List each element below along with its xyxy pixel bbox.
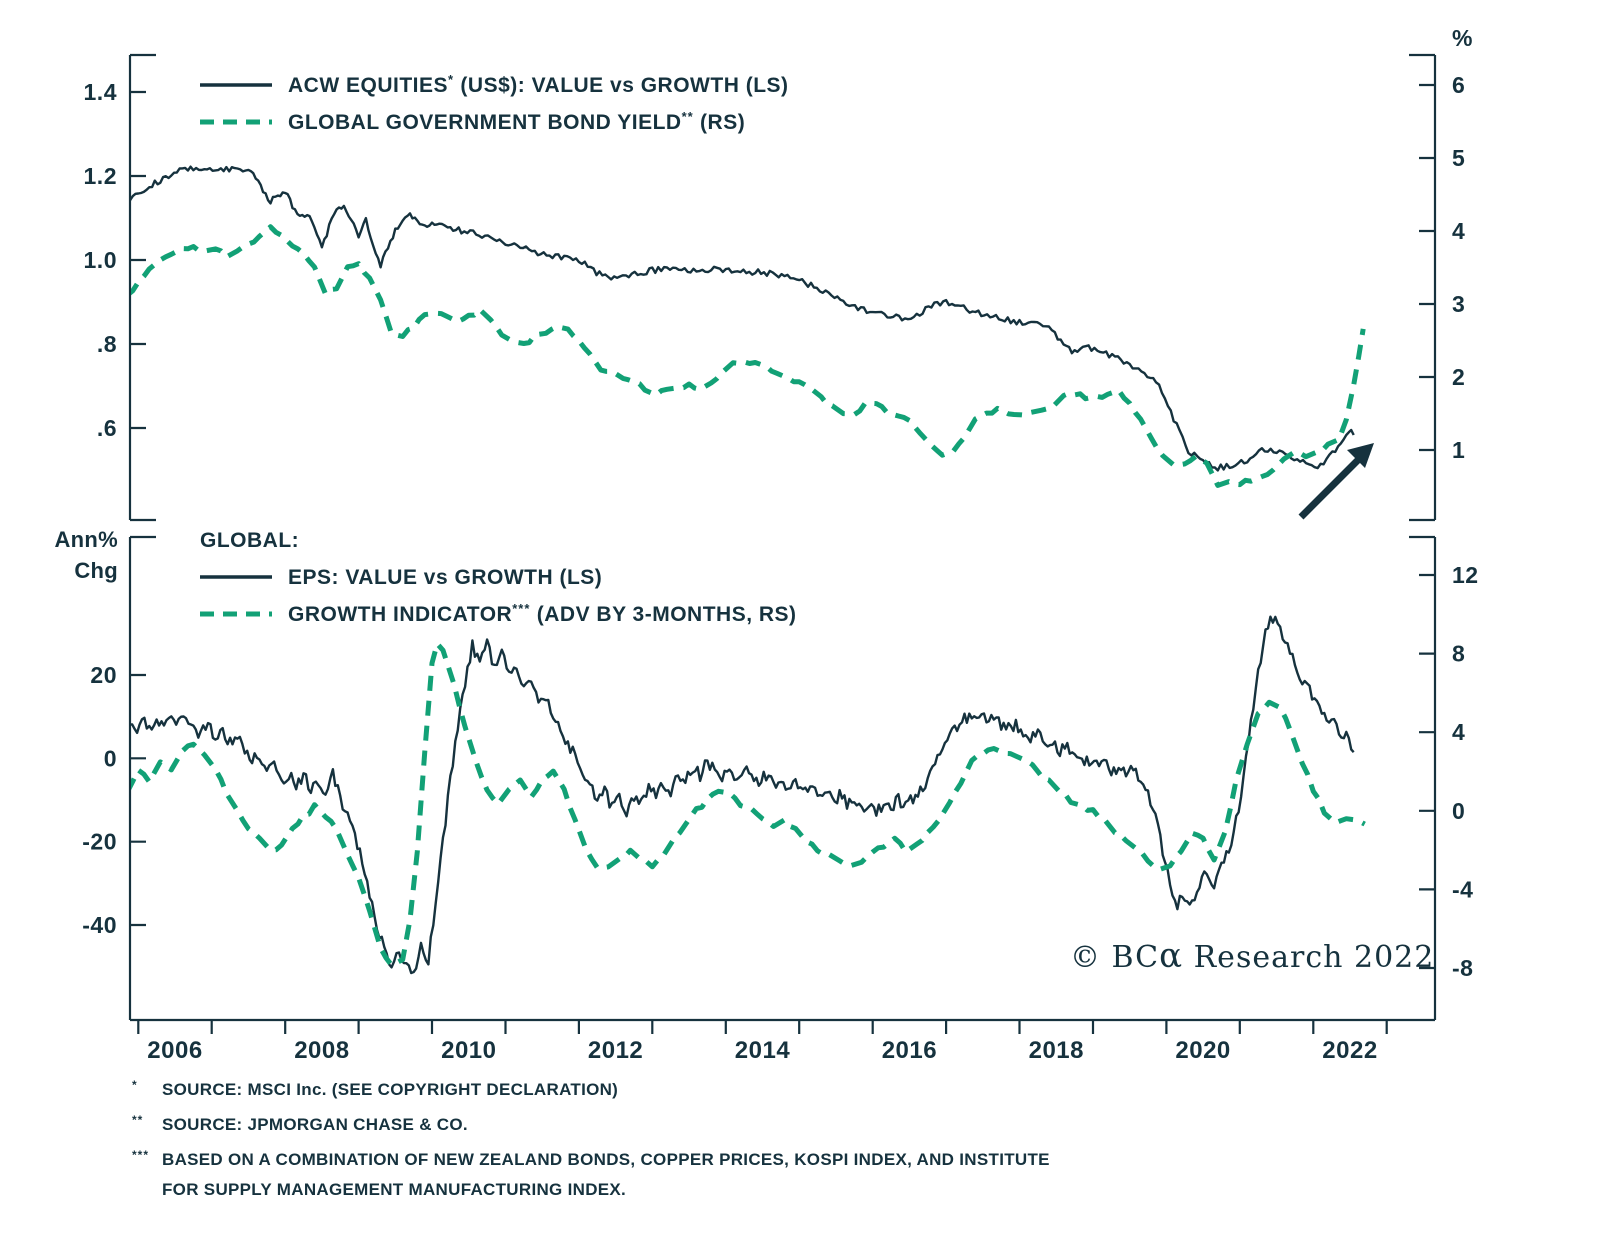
right-axis-unit-label: % (1452, 25, 1473, 51)
footnote-text: SOURCE: JPMORGAN CHASE & CO. (162, 1115, 468, 1134)
bottom-right-tick-label: -4 (1452, 876, 1473, 902)
footnote-marker: * (132, 1078, 138, 1092)
footnote-marker: ** (132, 1113, 144, 1127)
x-tick-label: 2018 (1029, 1037, 1084, 1064)
copyright-text: Research 2022 (1183, 940, 1435, 975)
top-left-tick-label: 1.2 (84, 163, 117, 189)
top-right-tick-label: 1 (1452, 437, 1465, 463)
solid-line-swatch (200, 574, 272, 579)
bottom-left-axis-ticks (130, 673, 146, 927)
copyright-alpha-glyph: α (1159, 936, 1184, 976)
growth-indicator-line (131, 641, 1366, 968)
legend-text: ACW EQUITIES (288, 73, 449, 97)
top-right-tick-label: 2 (1452, 364, 1465, 390)
footnote-3-continued: FOR SUPPLY MANAGEMENT MANUFACTURING INDE… (132, 1175, 1192, 1205)
legend-text: (ADV BY 3-MONTHS, RS) (530, 602, 797, 626)
footnote-marker-ref: *** (512, 600, 531, 616)
bottom-series-group (131, 615, 1366, 975)
top-left-tick-label: .6 (97, 415, 117, 441)
bottom-right-tick-label: -8 (1452, 955, 1473, 981)
top-right-tick-label: 5 (1452, 145, 1465, 171)
legend-text: EPS: VALUE vs GROWTH (LS) (288, 565, 603, 589)
x-tick-label: 2012 (588, 1037, 643, 1064)
bottom-right-tick-label: 12 (1452, 562, 1479, 588)
legend-item-growth-indicator: GROWTH INDICATOR*** (ADV BY 3-MONTHS, RS… (200, 595, 797, 632)
top-panel-frame (128, 53, 1437, 522)
top-legend: ACW EQUITIES* (US$): VALUE vs GROWTH (LS… (200, 66, 789, 140)
x-tick-label: 2010 (441, 1037, 496, 1064)
footnote-marker-ref: ** (681, 108, 694, 124)
bottom-panel-heading: GLOBAL: (200, 529, 300, 552)
footnote-2: ** SOURCE: JPMORGAN CHASE & CO. (132, 1105, 1192, 1140)
legend-text: GLOBAL GOVERNMENT BOND YIELD (288, 110, 682, 134)
legend-text: GROWTH INDICATOR (288, 602, 513, 626)
bottom-panel-frame (128, 535, 1437, 1022)
x-tick-label: 2020 (1175, 1037, 1230, 1064)
bottom-legend: GLOBAL: EPS: VALUE vs GROWTH (LS) GROWTH… (200, 524, 797, 632)
bottom-left-tick-label: 20 (90, 662, 117, 688)
x-tick-label: 2016 (882, 1037, 937, 1064)
x-tick-label: 2006 (147, 1037, 202, 1064)
top-left-tick-label: 1.0 (84, 247, 117, 273)
legend-item-bond-yield: GLOBAL GOVERNMENT BOND YIELD** (RS) (200, 103, 789, 140)
top-right-tick-label: 6 (1452, 72, 1465, 98)
axis-label-line1: Ann% (54, 527, 118, 552)
bottom-left-tick-label: -20 (82, 829, 117, 855)
dashed-line-swatch (200, 611, 272, 616)
legend-text: (US$): VALUE vs GROWTH (LS) (454, 73, 789, 97)
legend-label-eps: EPS: VALUE vs GROWTH (LS) (288, 564, 602, 590)
legend-label-growth-indicator: GROWTH INDICATOR*** (ADV BY 3-MONTHS, RS… (288, 601, 797, 627)
legend-label-acw-equities: ACW EQUITIES* (US$): VALUE vs GROWTH (LS… (288, 72, 789, 98)
legend-label-bond-yield: GLOBAL GOVERNMENT BOND YIELD** (RS) (288, 109, 745, 135)
footnote-marker-ref: * (448, 71, 455, 87)
top-left-tick-label: 1.4 (84, 79, 117, 105)
x-tick-label: 2008 (294, 1037, 349, 1064)
top-series-group (131, 165, 1366, 488)
bottom-right-tick-label: 8 (1452, 641, 1465, 667)
bottom-left-tick-label: -40 (82, 912, 117, 938)
trend-arrow-head (1347, 443, 1374, 468)
bottom-left-axis-label: Ann% Chg (30, 524, 118, 586)
top-right-tick-label: 3 (1452, 291, 1465, 317)
footnotes: * SOURCE: MSCI Inc. (SEE COPYRIGHT DECLAR… (132, 1070, 1192, 1205)
footnote-text: BASED ON A COMBINATION OF NEW ZEALAND BO… (162, 1150, 1050, 1169)
eps-value-growth-line (131, 615, 1355, 975)
trend-arrow-shaft (1298, 456, 1362, 520)
solid-line-swatch (200, 82, 272, 87)
x-axis-ticks (137, 1020, 1388, 1034)
top-left-tick-label: .8 (97, 331, 117, 357)
copyright-text: © BC (1070, 940, 1160, 975)
top-right-axis-ticks (1419, 83, 1435, 452)
axis-label-line2: Chg (74, 558, 118, 583)
bottom-right-axis-ticks (1419, 573, 1435, 970)
footnote-1: * SOURCE: MSCI Inc. (SEE COPYRIGHT DECLAR… (132, 1070, 1192, 1105)
bottom-left-tick-label: 0 (104, 745, 117, 771)
top-left-axis-ticks (130, 90, 146, 430)
dashed-line-swatch (200, 119, 272, 124)
bottom-right-tick-label: 0 (1452, 798, 1465, 824)
legend-text: (RS) (693, 110, 746, 134)
footnote-text: SOURCE: MSCI Inc. (SEE COPYRIGHT DECLARA… (162, 1080, 619, 1099)
footnote-text: FOR SUPPLY MANAGEMENT MANUFACTURING INDE… (162, 1180, 627, 1199)
top-right-tick-label: 4 (1452, 218, 1465, 244)
acw-value-growth-line (131, 165, 1355, 472)
global-gov-bond-yield-line (131, 224, 1366, 488)
bottom-right-tick-label: 4 (1452, 719, 1465, 745)
copyright: © BCα Research 2022 (1070, 936, 1434, 976)
footnote-marker: *** (132, 1148, 150, 1162)
legend-item-eps: EPS: VALUE vs GROWTH (LS) (200, 558, 797, 595)
x-tick-label: 2022 (1322, 1037, 1377, 1064)
x-tick-label: 2014 (735, 1037, 791, 1064)
footnote-3: *** BASED ON A COMBINATION OF NEW ZEALAND… (132, 1140, 1192, 1175)
legend-item-acw-equities: ACW EQUITIES* (US$): VALUE vs GROWTH (LS… (200, 66, 789, 103)
